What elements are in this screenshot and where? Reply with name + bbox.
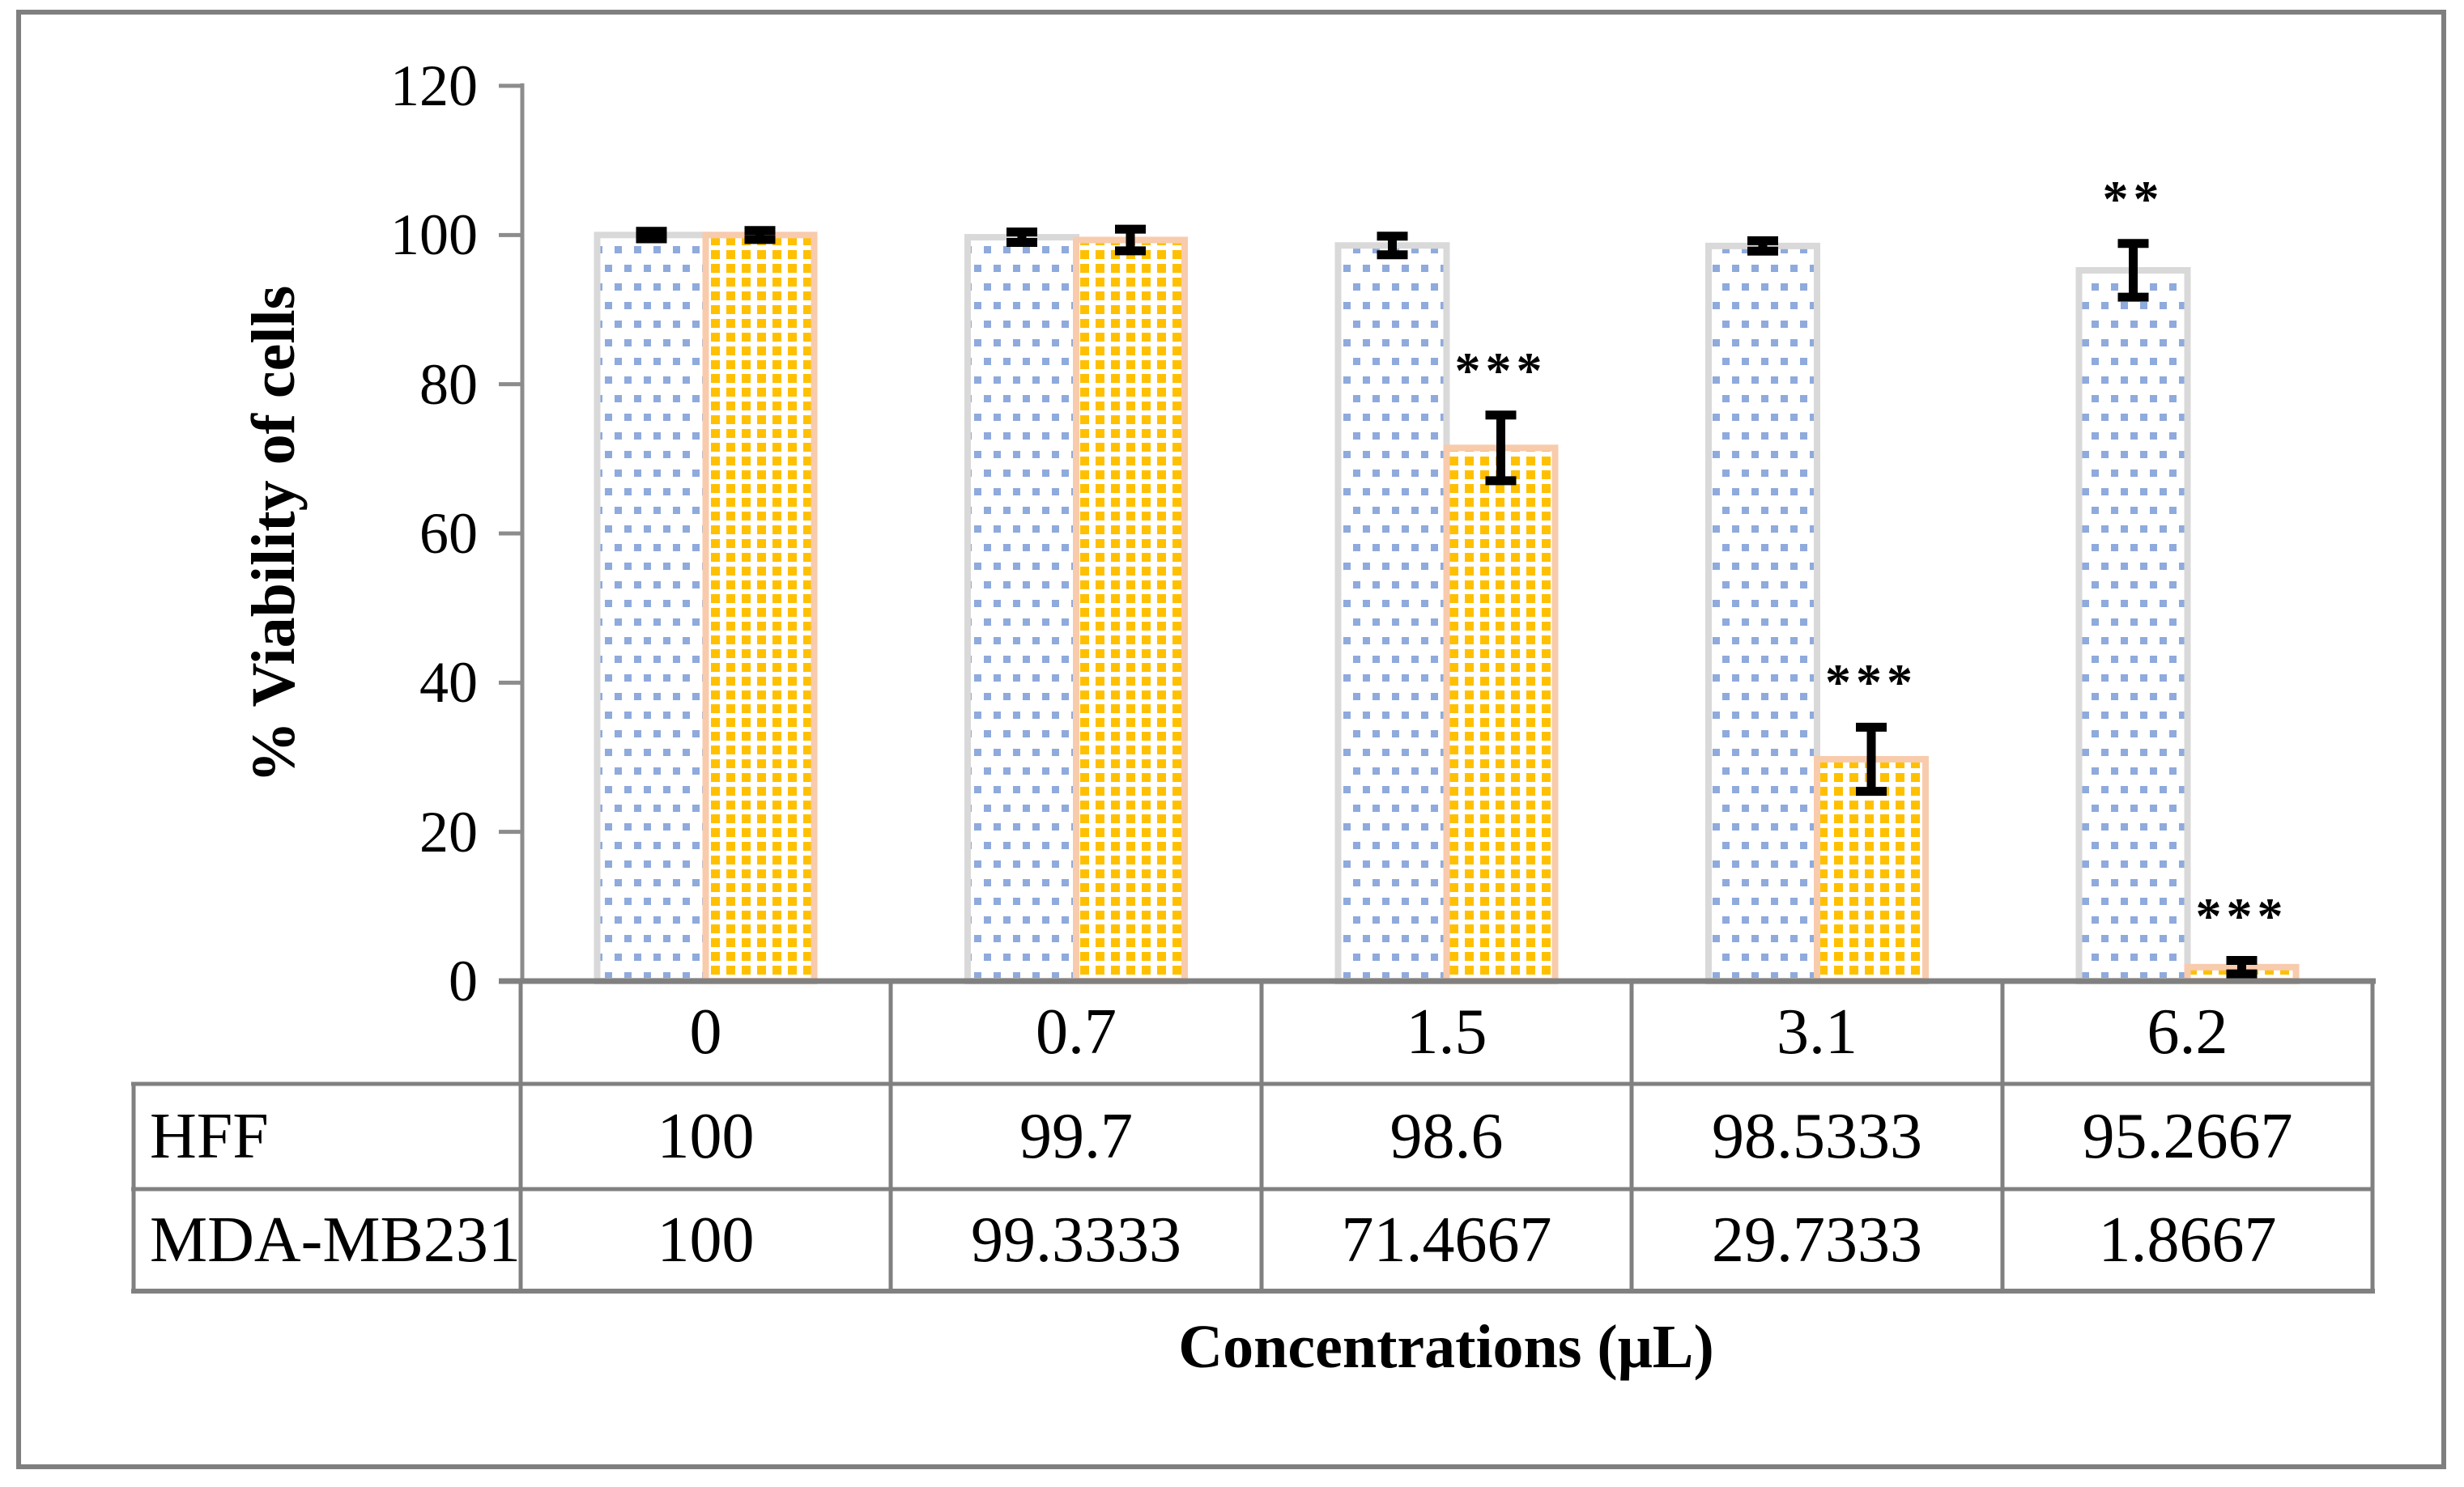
table-cell-hff-0.7: 99.7 <box>1019 1101 1133 1172</box>
bar-hff-1.5 <box>1334 242 1450 984</box>
figure-border <box>16 10 2446 1469</box>
y-tick-label: 120 <box>390 53 478 118</box>
table-cell-mda-mb231-1.5: 71.4667 <box>1341 1204 1552 1276</box>
table-cell-hff-0: 100 <box>657 1101 755 1172</box>
y-tick-label: 60 <box>419 501 478 566</box>
category-label-0: 0 <box>689 996 722 1068</box>
category-label-0.7: 0.7 <box>1036 996 1117 1068</box>
bar-mda-mb231-0 <box>702 232 818 985</box>
table-cell-mda-mb231-0: 100 <box>657 1204 755 1276</box>
table-cell-hff-6.2: 95.2667 <box>2082 1101 2293 1172</box>
x-axis-title: Concentrations (μL) <box>1178 1313 1714 1381</box>
y-tick-label: 100 <box>390 202 478 268</box>
y-tick-label: 20 <box>419 799 478 865</box>
category-label-1.5: 1.5 <box>1406 996 1487 1068</box>
table-cell-mda-mb231-0.7: 99.3333 <box>971 1204 1181 1276</box>
y-tick-label: 0 <box>449 949 478 1013</box>
significance-marker: *** <box>1825 653 1917 712</box>
bar-mda-mb231-1.5 <box>1443 444 1559 984</box>
bar-mda-mb231-0.7 <box>1073 236 1188 984</box>
bar-hff-0.7 <box>964 234 1079 984</box>
table-cell-mda-mb231-6.2: 1.8667 <box>2098 1204 2277 1276</box>
bar-hff-3.1 <box>1705 242 1820 984</box>
table-cell-hff-1.5: 98.6 <box>1389 1101 1504 1172</box>
y-tick-label: 80 <box>419 351 478 417</box>
significance-marker: *** <box>2195 886 2288 945</box>
table-cell-hff-3.1: 98.5333 <box>1712 1101 1922 1172</box>
bar-hff-0 <box>594 232 709 985</box>
bar-hff-6.2 <box>2075 266 2191 985</box>
row-label-mda-mb231: MDA-MB231 <box>150 1204 521 1276</box>
y-tick-label: 40 <box>419 650 478 716</box>
category-label-3.1: 3.1 <box>1777 996 1858 1068</box>
significance-marker: ** <box>2102 169 2164 227</box>
bar-mda-mb231-3.1 <box>1814 755 1929 984</box>
row-label-hff: HFF <box>150 1101 269 1172</box>
category-label-6.2: 6.2 <box>2147 996 2228 1068</box>
table-cell-mda-mb231-3.1: 29.7333 <box>1712 1204 1922 1276</box>
significance-marker: *** <box>1454 341 1547 399</box>
